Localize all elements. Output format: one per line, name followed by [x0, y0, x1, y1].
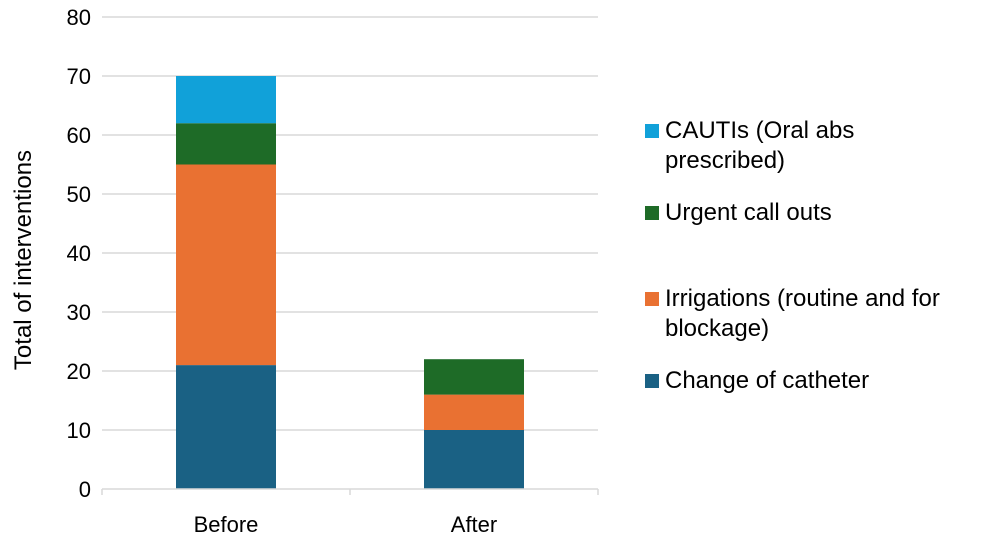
y-tick-label: 40	[67, 241, 91, 266]
bar-segment	[424, 394, 524, 430]
legend: CAUTIs (Oral abs prescribed) Urgent call…	[645, 0, 985, 538]
legend-swatch-cautis	[645, 124, 659, 138]
legend-label-urgent-call-outs: Urgent call outs	[665, 199, 832, 226]
y-tick-label: 60	[67, 123, 91, 148]
y-tick-label: 80	[67, 5, 91, 30]
bar-segment	[176, 76, 276, 124]
x-tick-label: Before	[194, 512, 259, 537]
x-axis	[101, 488, 599, 495]
y-tick-label: 70	[67, 64, 91, 89]
bar-segment	[424, 430, 524, 489]
legend-swatch-irrigations	[645, 292, 659, 306]
x-axis-ticks: Before After	[194, 512, 498, 537]
y-tick-label: 0	[79, 477, 91, 502]
bar-segment	[176, 365, 276, 489]
x-tick-label: After	[451, 512, 497, 537]
y-axis-label: Total of interventions	[10, 150, 37, 370]
bars	[176, 76, 524, 489]
legend-item-irrigations: Irrigations (routine and for blockage)	[645, 284, 985, 344]
legend-label-change-of-catheter: Change of catheter	[665, 367, 870, 394]
y-tick-label: 10	[67, 418, 91, 443]
legend-item-change-of-catheter: Change of catheter	[645, 366, 985, 396]
y-tick-label: 30	[67, 300, 91, 325]
legend-label-irrigations: Irrigations (routine and for blockage)	[665, 285, 940, 342]
legend-swatch-urgent-call-outs	[645, 206, 659, 220]
y-tick-label: 50	[67, 182, 91, 207]
legend-label-cautis: CAUTIs (Oral abs prescribed)	[665, 117, 855, 174]
legend-item-cautis: CAUTIs (Oral abs prescribed)	[645, 116, 915, 176]
bar-segment	[176, 123, 276, 165]
legend-swatch-change-of-catheter	[645, 374, 659, 388]
y-tick-label: 20	[67, 359, 91, 384]
bar-segment	[176, 164, 276, 366]
legend-item-urgent-call-outs: Urgent call outs	[645, 198, 985, 228]
bar-segment	[424, 359, 524, 395]
y-axis-ticks: 0 10 20 30 40 50 60 70 80	[67, 5, 91, 502]
